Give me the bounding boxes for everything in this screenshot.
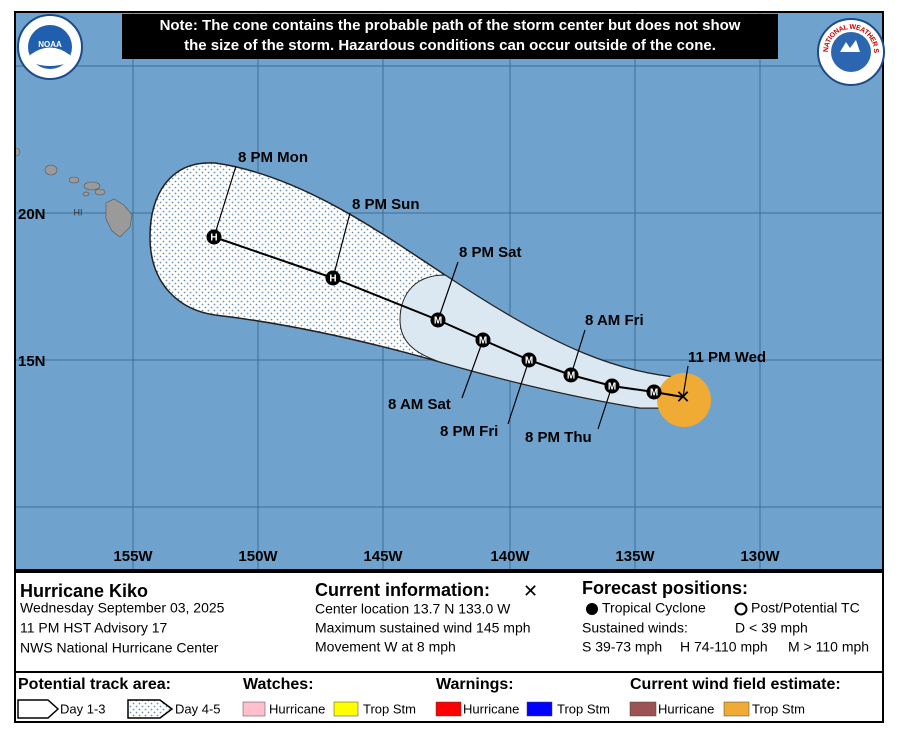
legend-title: Current wind field estimate: — [630, 676, 841, 693]
cone-day-1-3 — [399, 274, 684, 409]
track-label: 8 AM Sat — [388, 396, 451, 413]
island-label: HI — [74, 207, 83, 217]
lon-label: 135W — [615, 548, 655, 565]
storm-date: Wednesday September 03, 2025 — [20, 600, 225, 616]
forecast-title: Forecast positions: — [582, 578, 748, 598]
note-line: Note: The cone contains the probable pat… — [160, 17, 741, 34]
hawaii-islands — [15, 147, 133, 238]
track-point — [646, 384, 662, 400]
storm-center: NWS National Hurricane Center — [20, 640, 219, 656]
lon-label: 140W — [490, 548, 530, 565]
note-box — [122, 14, 778, 59]
track-point — [206, 229, 222, 245]
winds-s: S 39-73 mph — [582, 639, 662, 655]
label-leader — [332, 212, 351, 279]
logo-text: NOAA — [38, 40, 62, 49]
track-label: 8 PM Fri — [440, 423, 498, 440]
track-point — [475, 332, 491, 348]
lat-label: 20N — [18, 206, 46, 223]
track-marker: H — [210, 233, 217, 244]
winds-m: M > 110 mph — [788, 639, 869, 655]
lon-label: 145W — [363, 548, 403, 565]
forecast-post: Post/Potential TC — [751, 600, 860, 616]
track-label: 8 PM Thu — [525, 429, 592, 446]
current-line: Center location 13.7 N 133.0 W — [315, 601, 511, 617]
lon-label: 150W — [238, 548, 278, 565]
label-leader — [461, 339, 484, 399]
track-marker: M — [650, 388, 658, 399]
forecast-tropical: Tropical Cyclone — [602, 600, 706, 616]
winds-title: Sustained winds: — [582, 620, 688, 636]
legend — [17, 602, 750, 719]
track-point — [521, 352, 537, 368]
current-line: Movement W at 8 mph — [315, 639, 456, 655]
current-title: Current information: — [315, 580, 490, 600]
winds-d: D < 39 mph — [735, 620, 808, 636]
note-line: the size of the storm. Hazardous conditi… — [184, 37, 716, 54]
label-leader — [437, 261, 459, 321]
legend-item: Day 4-5 — [175, 701, 221, 716]
noaa-logo — [17, 14, 83, 80]
track-marker: ✕ — [675, 387, 690, 407]
track-marker: M — [479, 336, 487, 347]
legend-item: Trop Stm — [557, 701, 610, 716]
legend-item: Hurricane — [463, 701, 519, 716]
current-symbol: ✕ — [523, 581, 538, 601]
current-line: Maximum sustained wind 145 mph — [315, 620, 531, 636]
track-marker: M — [567, 371, 575, 382]
lat-label: 15N — [18, 353, 46, 370]
label-leader — [597, 385, 613, 430]
track-point — [430, 312, 446, 328]
track-marker: M — [608, 382, 616, 393]
legend-title: Watches: — [243, 676, 314, 693]
track-point — [604, 378, 620, 394]
label-leader — [570, 329, 586, 376]
track-point — [325, 270, 341, 286]
track-marker: H — [329, 274, 336, 285]
track-points: ✕ 11 PM Wed M M 8 PM Thu M 8 AM Fri M 8 PM Fri M 8… — [206, 149, 766, 446]
track-label: 11 PM Wed — [688, 349, 766, 366]
wind-field-trop-stm — [657, 373, 711, 427]
lon-label: 155W — [113, 548, 153, 565]
storm-advisory: 11 PM HST Advisory 17 — [20, 620, 168, 636]
label-leader — [507, 359, 530, 425]
legend-item: Trop Stm — [752, 701, 805, 716]
legend-item: Day 1-3 — [60, 701, 106, 716]
map: ✕ 11 PM Wed M M 8 PM Thu M 8 AM Fri M 8 PM Fri M 8… — [15, 12, 883, 570]
track-label: 8 AM Fri — [585, 312, 644, 329]
legend-title: Potential track area: — [18, 676, 171, 693]
legend-item: Trop Stm — [363, 701, 416, 716]
legend-panel — [14, 571, 884, 723]
legend-item: Hurricane — [658, 701, 714, 716]
lon-label: 130W — [740, 548, 780, 565]
nws-logo — [817, 18, 885, 86]
track-marker: M — [434, 316, 442, 327]
track-point — [563, 367, 579, 383]
winds-h: H 74-110 mph — [680, 639, 768, 655]
track-label: 8 PM Sat — [459, 244, 522, 261]
label-leader — [682, 365, 689, 398]
track-label: 8 PM Sun — [352, 196, 420, 213]
legend-title: Warnings: — [436, 676, 514, 693]
map-frame — [14, 11, 884, 571]
legend-item: Hurricane — [269, 701, 325, 716]
track-label: 8 PM Mon — [238, 149, 308, 166]
label-leader — [213, 165, 237, 238]
track-marker: M — [525, 356, 533, 367]
storm-name: Hurricane Kiko — [20, 581, 148, 601]
